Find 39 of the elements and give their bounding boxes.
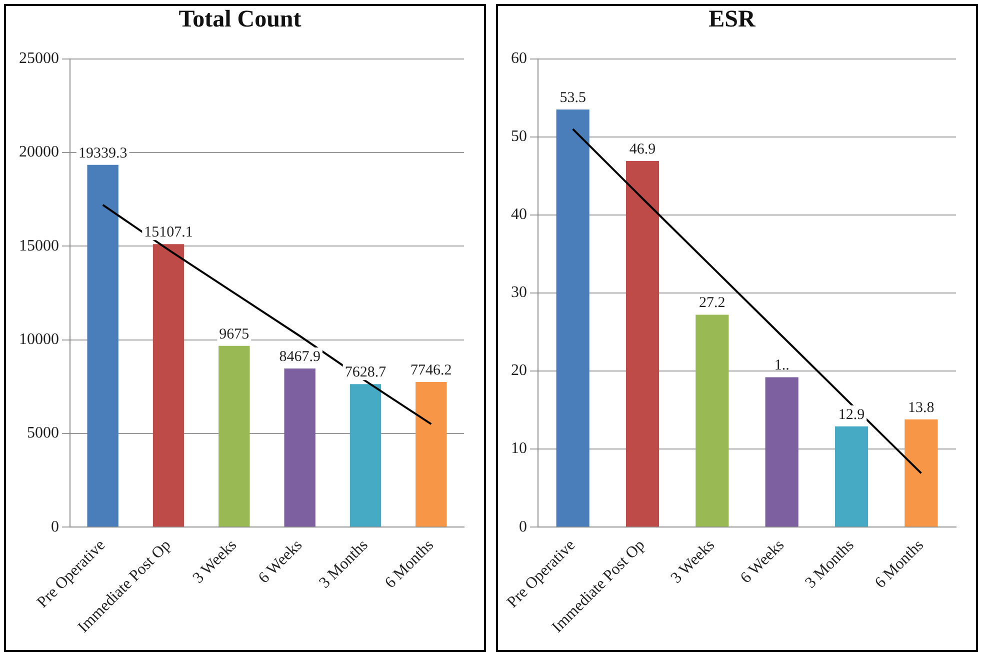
chart-title: ESR [708, 6, 756, 33]
data-label: 7746.2 [410, 362, 452, 378]
data-label: 13.8 [908, 400, 934, 416]
chart-title: Total Count [178, 6, 302, 33]
y-tick-label: 20000 [19, 144, 59, 161]
y-tick-label: 40 [511, 206, 527, 224]
y-tick-label: 10000 [19, 330, 59, 348]
y-tick-label: 5000 [27, 424, 59, 442]
bar [556, 110, 590, 527]
data-label: 8467.9 [279, 348, 320, 365]
data-label: 19339.3 [78, 145, 128, 162]
data-label: 7628.7 [344, 364, 387, 381]
y-tick-label: 20 [511, 362, 527, 380]
bar [152, 244, 184, 527]
bar [350, 384, 382, 527]
bar [284, 368, 316, 527]
bar [87, 164, 118, 527]
bar [696, 314, 729, 527]
bar [765, 377, 798, 527]
annotation: 1.. [774, 358, 790, 374]
y-tick-label: 0 [51, 518, 59, 536]
bar [626, 161, 660, 527]
bar [834, 426, 868, 527]
data-label: 46.9 [629, 141, 656, 158]
data-label: 9675 [219, 326, 250, 342]
y-tick-label: 10 [511, 440, 527, 458]
bar [218, 346, 250, 527]
data-label: 12.9 [838, 406, 865, 423]
y-tick-label: 60 [511, 50, 527, 68]
data-label: 27.2 [699, 295, 726, 312]
bar [416, 382, 447, 527]
y-tick-label: 30 [511, 284, 527, 302]
y-tick-label: 50 [511, 128, 527, 146]
bar [904, 419, 938, 527]
y-tick-label: 0 [519, 518, 527, 536]
data-label: 53.5 [560, 90, 586, 106]
data-label: 15107.1 [144, 224, 193, 241]
y-tick-label: 15000 [19, 237, 59, 254]
y-tick-label: 25000 [19, 50, 59, 68]
